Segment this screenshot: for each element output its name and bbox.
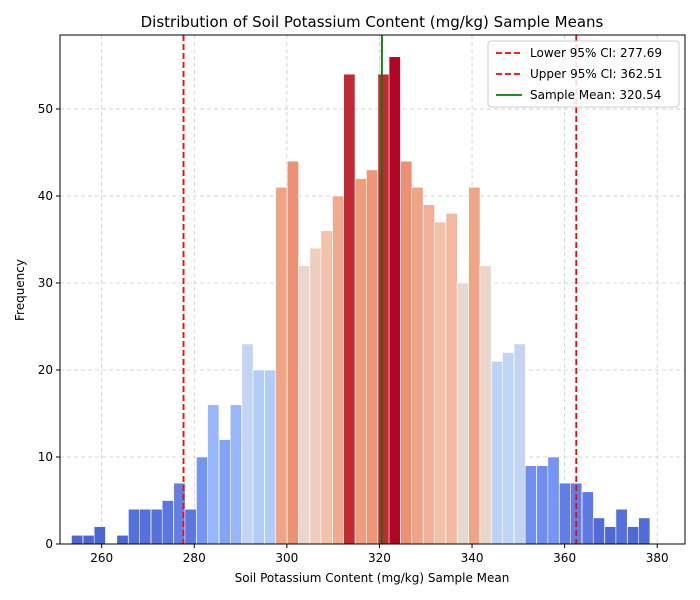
histogram-bar [547,456,560,545]
x-tick-label: 360 [553,551,576,565]
axis-ticks: 260 280 300 320 340 360 380 0 10 20 30 40 50 [38,102,669,565]
x-axis-label: Soil Potassium Content (mg/kg) Sample Me… [235,571,510,585]
histogram-bar [456,282,469,545]
legend-label: Upper 95% CI: 362.51 [530,67,662,81]
histogram-bar [128,508,141,545]
histogram-bar [252,369,265,545]
histogram-bar [309,247,322,545]
y-tick-label: 20 [38,363,53,377]
histogram-bar [264,369,277,545]
histogram-bar [377,73,390,545]
histogram-bar [513,343,526,545]
histogram-bar [638,517,651,545]
histogram-bar [604,526,617,545]
histogram-bar [491,360,504,545]
legend-label: Lower 95% CI: 277.69 [530,46,662,60]
histogram-bar [320,230,333,545]
histogram-bar [592,517,605,545]
histogram-bar [196,456,209,545]
histogram-bar [366,169,379,545]
histogram-bar [207,404,220,545]
legend-box [487,40,680,108]
x-tick-label: 320 [368,551,391,565]
histogram-bar [71,534,84,545]
histogram-bar [139,508,152,545]
histogram-bar [581,491,594,545]
x-tick-label: 300 [275,551,298,565]
histogram-bar [423,204,435,545]
histogram-bar [434,221,447,545]
histogram-bar [93,526,106,545]
y-tick-label: 0 [45,537,53,551]
y-tick-label: 40 [38,189,53,203]
histogram-bar [445,213,458,545]
histogram-bar [400,160,413,545]
histogram-bar [218,439,231,545]
histogram-bar [479,265,492,545]
histogram-bar [524,465,537,545]
histogram-bar [411,186,424,545]
histogram-bar [354,178,367,545]
y-tick-label: 50 [38,102,53,116]
plot-frame [59,34,686,545]
reference-lines [182,35,578,544]
histogram-bar [502,352,515,545]
histogram-bar [116,534,129,545]
histogram-bar [275,186,288,545]
histogram-bar [468,186,481,545]
legend-label: Sample Mean: 320.54 [530,88,661,102]
histogram-bar [559,482,572,545]
histogram-bar [388,56,401,545]
x-tick-label: 340 [461,551,484,565]
histogram-bar [241,343,254,545]
histogram-bar [332,195,345,545]
x-tick-label: 280 [183,551,206,565]
histogram-bars [71,56,651,545]
y-tick-label: 10 [38,450,53,464]
histogram-bar [150,508,163,545]
histogram-bar [161,500,174,545]
y-tick-label: 30 [38,276,53,290]
histogram-bar [536,465,549,545]
histogram-bar [298,265,310,545]
chart-title: Distribution of Soil Potassium Content (… [141,13,604,31]
histogram-bar [627,526,640,545]
histogram-bar [82,534,95,545]
x-tick-label: 380 [646,551,669,565]
histogram-bar [184,508,197,545]
histogram-bar [615,508,628,545]
histogram-bar [229,404,242,545]
x-tick-label: 260 [90,551,113,565]
y-axis-label: Frequency [13,259,27,321]
legend: Lower 95% CI: 277.69 Upper 95% CI: 362.51… [487,40,680,108]
histogram-bar [343,73,356,545]
histogram-bar [286,160,299,545]
